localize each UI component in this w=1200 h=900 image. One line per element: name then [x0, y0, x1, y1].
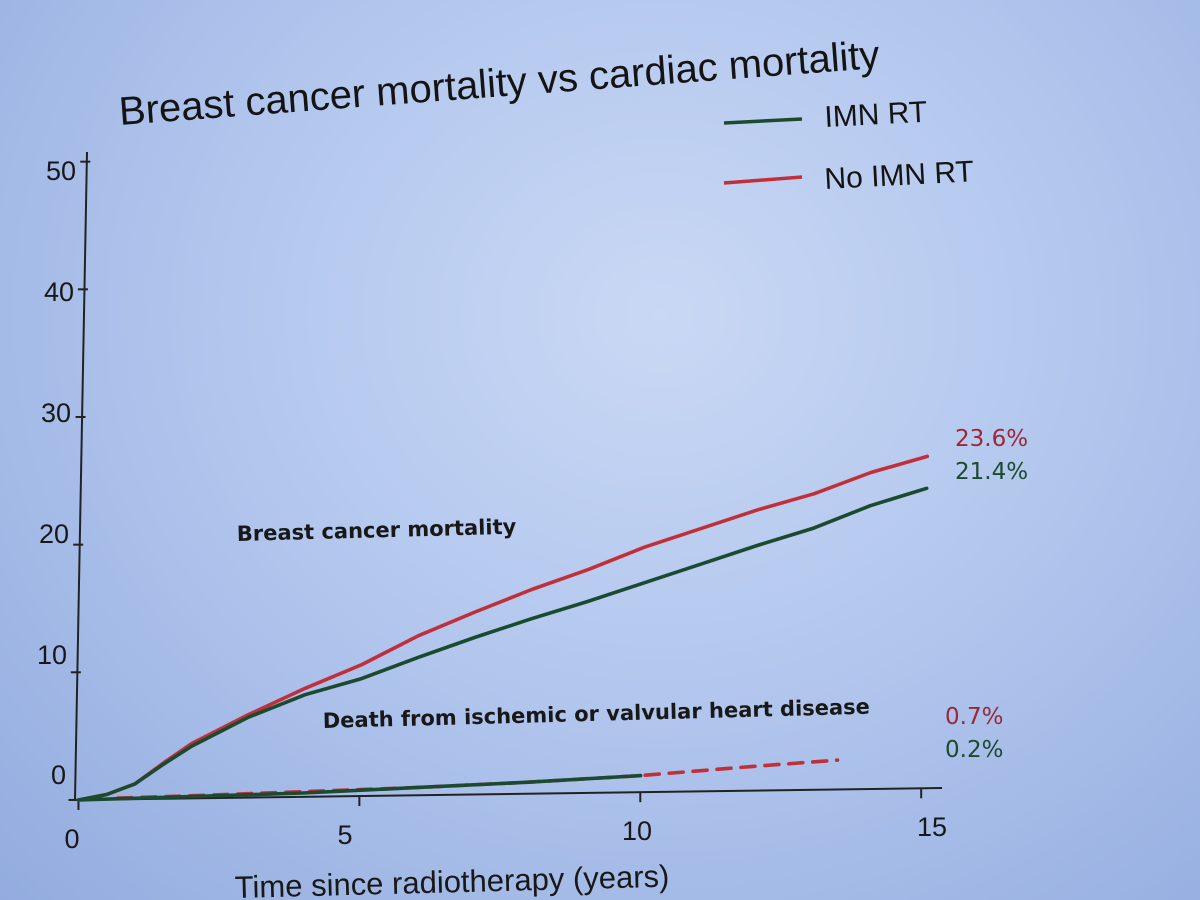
x-tick-labels: 0 5 10 15 — [64, 812, 947, 854]
legend: IMN RT No IMN RT — [723, 96, 975, 196]
end-label-breast-imn: 21.4% — [955, 459, 1028, 485]
end-label-breast-no-imn: 23.6% — [955, 426, 1028, 452]
legend-label-imn-rt: IMN RT — [824, 96, 928, 134]
legend-swatch-imn-rt — [723, 117, 803, 125]
end-label-cardiac-imn: 0.2% — [945, 737, 1003, 763]
x-tick-label-10: 10 — [622, 816, 652, 846]
x-tick-label-15: 15 — [917, 812, 947, 842]
x-tick-label-0: 0 — [64, 824, 79, 854]
y-tick-label-10: 10 — [37, 640, 67, 670]
y-tick-label-30: 30 — [41, 398, 71, 428]
legend-label-no-imn-rt: No IMN RT — [824, 155, 975, 196]
series-line-breast-cancer-mortality-imn-rt — [76, 486, 929, 802]
series-line-cardiac-mortality-imn-rt — [76, 773, 643, 802]
y-tick-label-40: 40 — [44, 277, 74, 307]
annotation-breast-cancer: Breast cancer mortality — [237, 515, 517, 546]
chart-title: Breast cancer mortality vs cardiac morta… — [117, 33, 881, 134]
end-label-cardiac-no-imn: 0.7% — [945, 704, 1003, 730]
y-tick-label-0: 0 — [51, 760, 66, 790]
y-tick-labels: 0 10 20 30 40 50 — [37, 156, 76, 790]
x-axis-line — [74, 787, 943, 801]
y-tick-label-50: 50 — [46, 156, 76, 186]
annotation-cardiac: Death from ischemic or valvular heart di… — [323, 695, 871, 733]
y-axis-line — [74, 151, 88, 801]
y-tick-label-20: 20 — [39, 519, 69, 549]
series-layer — [76, 454, 930, 802]
x-tick-label-5: 5 — [337, 820, 352, 850]
x-axis-title: Time since radiotherapy (years) — [234, 859, 670, 900]
legend-swatch-no-imn-rt — [723, 175, 803, 185]
axes — [68, 151, 943, 810]
series-line-cardiac-mortality-no-imn-rt — [116, 758, 840, 800]
